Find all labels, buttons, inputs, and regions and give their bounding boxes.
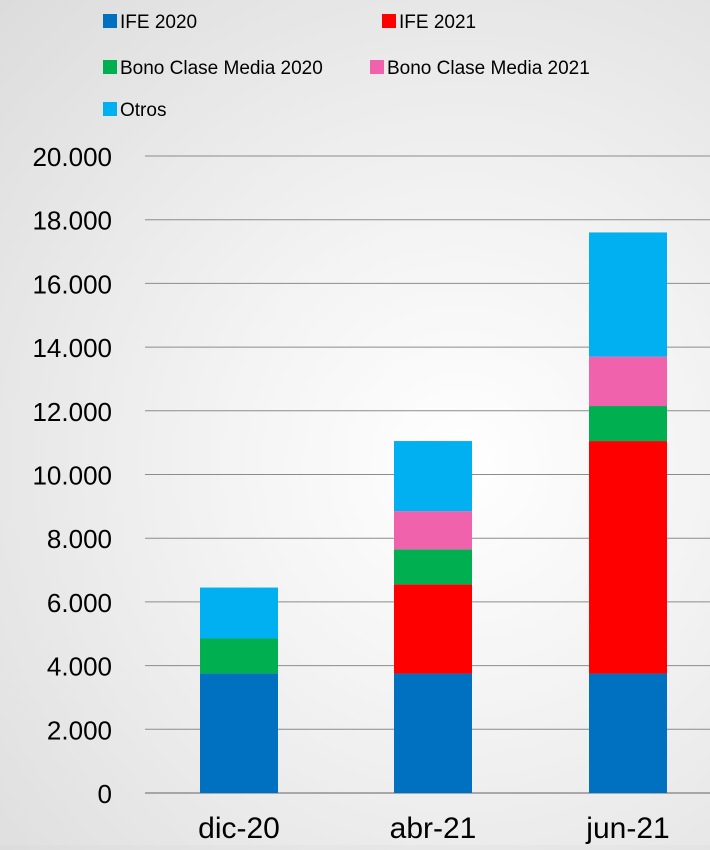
legend-item-otros: Otros <box>103 100 166 121</box>
bar-segment-ife-2021-abr-21 <box>394 584 472 674</box>
bar-segment-bono-clase-media-2020-abr-21 <box>394 549 472 585</box>
y-tick-label: 10.000 <box>32 461 112 491</box>
y-tick-label: 4.000 <box>47 652 112 682</box>
x-tick-label: abr-21 <box>390 812 477 845</box>
bar-segment-ife-2020-dic-20 <box>200 673 278 793</box>
y-tick-label: 2.000 <box>47 715 112 745</box>
y-tick-label: 12.000 <box>32 397 112 427</box>
legend-item-ife-2021: IFE 2021 <box>382 12 476 33</box>
legend-swatch <box>103 14 117 28</box>
bars <box>200 232 667 793</box>
bar-segment-bono-clase-media-2021-jun-21 <box>589 356 667 407</box>
bar-segment-ife-2021-jun-21 <box>589 441 667 674</box>
y-tick-label: 16.000 <box>32 269 112 299</box>
legend-item-ife-2020: IFE 2020 <box>103 12 197 33</box>
legend-label: Bono Clase Media 2021 <box>387 58 590 79</box>
bar-segment-otros-jun-21 <box>589 232 667 357</box>
legend-label: IFE 2020 <box>120 12 197 33</box>
bar-segment-ife-2020-abr-21 <box>394 673 472 793</box>
legend-item-bono-clase-media-2020: Bono Clase Media 2020 <box>103 58 323 79</box>
legend-label: Otros <box>120 100 166 121</box>
legend-item-bono-clase-media-2021: Bono Clase Media 2021 <box>370 58 590 79</box>
y-tick-label: 18.000 <box>32 206 112 236</box>
y-tick-label: 14.000 <box>32 333 112 363</box>
x-tick-label: dic-20 <box>198 812 280 845</box>
legend-label: IFE 2021 <box>399 12 476 33</box>
legend-swatch <box>382 14 396 28</box>
bar-segment-otros-abr-21 <box>394 441 472 512</box>
bar-segment-bono-clase-media-2020-jun-21 <box>589 406 667 442</box>
y-axis: 0 2.000 4.000 6.000 8.000 10.000 12.000 14.000 1… <box>32 142 112 809</box>
x-tick-label: jun-21 <box>585 812 669 845</box>
bar-segment-ife-2020-jun-21 <box>589 673 667 793</box>
legend-swatch <box>103 102 117 116</box>
bar-segment-bono-clase-media-2021-abr-21 <box>394 511 472 550</box>
y-tick-label: 20.000 <box>32 142 112 172</box>
bar-segment-otros-dic-20 <box>200 587 278 639</box>
legend-swatch <box>370 60 384 74</box>
y-tick-label: 6.000 <box>47 588 112 618</box>
y-tick-label: 0 <box>98 779 112 809</box>
legend-swatch <box>103 60 117 74</box>
legend-label: Bono Clase Media 2020 <box>120 58 323 79</box>
bar-segment-bono-clase-media-2020-dic-20 <box>200 638 278 674</box>
x-axis: dic-20 abr-21 jun-21 <box>198 812 670 845</box>
legend: IFE 2020 IFE 2021 Bono Clase Media 2020 Bon… <box>103 12 590 121</box>
y-tick-label: 8.000 <box>47 524 112 554</box>
